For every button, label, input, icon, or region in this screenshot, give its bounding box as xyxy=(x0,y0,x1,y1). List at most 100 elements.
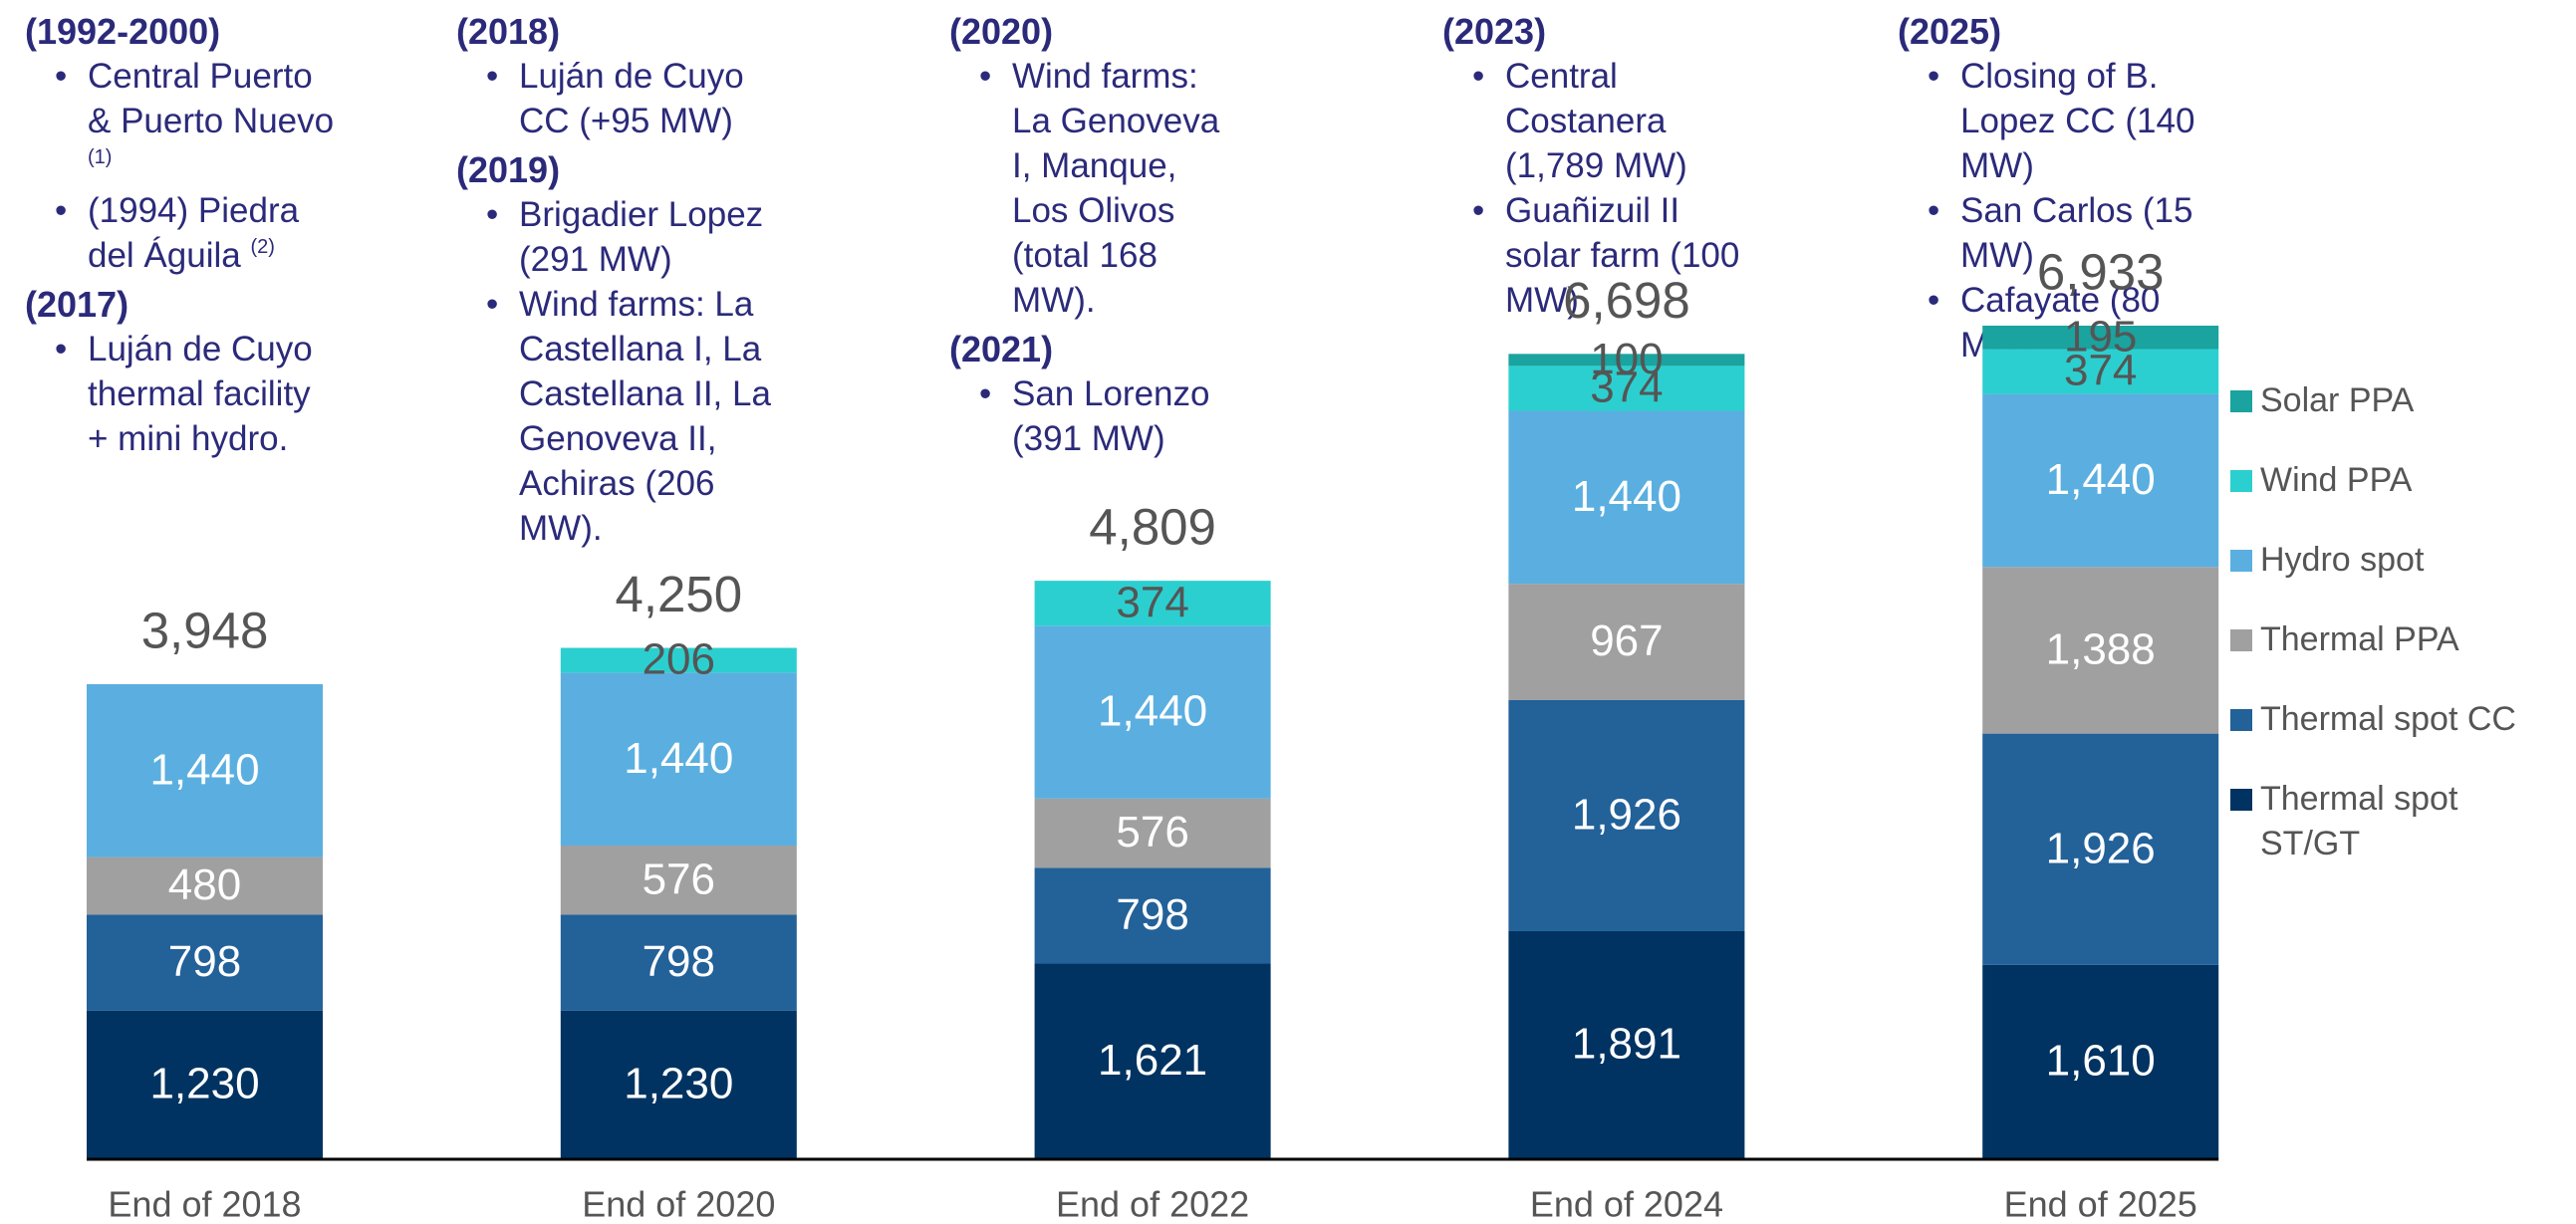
segment-label: 1,230 xyxy=(624,1059,733,1107)
segment-label: 1,230 xyxy=(149,1059,259,1107)
bar-segment xyxy=(1508,354,1745,367)
legend-entry: Thermal PPA xyxy=(2230,617,2544,662)
annotation-text: Brigadier Lopez (291 MW) xyxy=(519,195,764,279)
segment-label: 1,440 xyxy=(2046,455,2156,504)
legend-swatch xyxy=(2230,390,2252,412)
annotation-item: Closing of B. Lopez CC (140 MW) xyxy=(1898,54,2226,188)
bar-segment xyxy=(560,1010,797,1158)
total-label: 6,933 xyxy=(2037,243,2165,300)
bar-segment xyxy=(1982,567,2219,734)
x-tick-label: End of 2025 xyxy=(2004,1184,2197,1224)
bar-segment xyxy=(87,914,323,1011)
x-tick-label: End of 2024 xyxy=(1530,1184,1723,1224)
annotation-text: Luján de Cuyo thermal facility + mini hy… xyxy=(88,330,313,458)
segment-label: 374 xyxy=(2064,347,2137,395)
bar-segment xyxy=(1508,930,1745,1158)
annotation-heading: (2018) xyxy=(456,11,561,52)
legend-label: Thermal PPA xyxy=(2260,620,2459,658)
bar-segment xyxy=(1508,410,1745,585)
annotation-item: Luján de Cuyo CC (+95 MW) xyxy=(456,54,795,143)
segment-label: 195 xyxy=(2064,312,2137,361)
legend: Solar PPA Wind PPA Hydro spot Thermal PPA Th… xyxy=(2230,378,2559,901)
footnote-ref: (2) xyxy=(250,236,275,258)
segment-label: 967 xyxy=(1590,616,1663,665)
legend-entry: Hydro spot xyxy=(2230,538,2544,583)
segment-label: 1,440 xyxy=(149,745,259,794)
legend-label: Hydro spot xyxy=(2260,541,2425,579)
bar-segment xyxy=(1982,733,2219,965)
segment-label: 798 xyxy=(643,937,715,986)
segment-label: 1,440 xyxy=(1572,472,1681,521)
annotation-heading: (1992-2000) xyxy=(25,11,221,52)
segment-label: 100 xyxy=(1590,335,1663,383)
annotation-column: (2023) Central Costanera (1,789 MW)Guañiz… xyxy=(1442,9,1741,323)
bar-segment xyxy=(560,647,797,673)
segment-label: 480 xyxy=(168,860,241,909)
annotation-text: Closing of B. Lopez CC (140 MW) xyxy=(1960,57,2195,185)
bar-segment xyxy=(1508,584,1745,700)
annotation-item: Guañizuil II solar farm (100 MW) xyxy=(1442,188,1741,323)
annotation-item: Brigadier Lopez (291 MW) xyxy=(456,192,795,282)
bar-segment xyxy=(1034,798,1271,868)
annotation-column: (2018) Luján de Cuyo CC (+95 MW) (2019) Bri… xyxy=(456,9,795,551)
bar-segment xyxy=(560,846,797,915)
bar-segment xyxy=(87,1010,323,1158)
segment-label: 1,926 xyxy=(2046,824,2156,872)
annotation-item: Wind farms: La Genoveva I, Manque, Los O… xyxy=(949,54,1238,323)
bar-segment xyxy=(1982,964,2219,1158)
segment-label: 374 xyxy=(1116,578,1188,626)
legend-swatch xyxy=(2230,709,2252,731)
legend-label: Thermal spot CC xyxy=(2260,700,2516,738)
annotation-column: (1992-2000)Central Puerto & Puerto Nuevo… xyxy=(25,9,337,461)
legend-entry: Wind PPA xyxy=(2230,458,2544,503)
annotation-item: San Carlos (15 MW) xyxy=(1898,188,2226,278)
segment-label: 798 xyxy=(1116,890,1188,939)
bar-segment xyxy=(1982,393,2219,568)
bar-segment xyxy=(1982,349,2219,394)
legend-label: Thermal spot ST/GT xyxy=(2260,780,2458,862)
annotation-heading: (2017) xyxy=(25,284,129,325)
legend-swatch xyxy=(2230,629,2252,651)
bar-segment xyxy=(1034,963,1271,1158)
segment-label: 1,891 xyxy=(1572,1020,1681,1069)
annotation-column: (2020) Wind farms: La Genoveva I, Manque,… xyxy=(949,9,1238,461)
legend-entry: Thermal spot CC xyxy=(2230,697,2544,742)
annotation-item: Central Puerto & Puerto Nuevo (1) xyxy=(25,54,337,188)
annotation-item: Central Costanera (1,789 MW) xyxy=(1442,54,1741,188)
annotation-item: Luján de Cuyo thermal facility + mini hy… xyxy=(25,327,337,461)
segment-label: 576 xyxy=(1116,808,1188,857)
footnote-ref: (1) xyxy=(88,146,113,168)
annotation-item: San Lorenzo (391 MW) xyxy=(949,371,1238,461)
x-tick-label: End of 2018 xyxy=(108,1184,301,1224)
legend-label: Solar PPA xyxy=(2260,381,2415,419)
annotation-item: (1994) Piedra del Águila (2) xyxy=(25,188,337,278)
segment-label: 1,926 xyxy=(1572,790,1681,839)
legend-entry: Solar PPA xyxy=(2230,378,2544,423)
segment-label: 206 xyxy=(643,635,715,684)
annotation-heading: (2023) xyxy=(1442,11,1547,52)
total-label: 6,698 xyxy=(1563,272,1690,329)
annotation-heading: (2025) xyxy=(1898,11,2002,52)
annotation-text: Wind farms: La Castellana I, La Castella… xyxy=(519,285,771,548)
segment-label: 374 xyxy=(1590,364,1663,412)
annotation-text: (1994) Piedra del Águila xyxy=(88,191,300,275)
annotation-text: Guañizuil II solar farm (100 MW) xyxy=(1505,191,1740,320)
bar-segment xyxy=(560,672,797,847)
segment-label: 1,610 xyxy=(2046,1037,2156,1086)
x-tick-label: End of 2022 xyxy=(1056,1184,1249,1224)
segment-label: 1,388 xyxy=(2046,625,2156,674)
x-tick-label: End of 2020 xyxy=(582,1184,775,1224)
bar-segment xyxy=(1508,699,1745,931)
segment-label: 576 xyxy=(643,855,715,903)
total-label: 3,948 xyxy=(141,602,269,658)
total-label: 4,250 xyxy=(615,566,742,622)
segment-label: 798 xyxy=(168,937,241,986)
bar-segment xyxy=(87,857,323,915)
segment-label: 1,440 xyxy=(624,734,733,783)
bar-segment xyxy=(560,914,797,1011)
legend-swatch xyxy=(2230,550,2252,572)
annotation-heading: (2020) xyxy=(949,11,1054,52)
annotation-text: Wind farms: La Genoveva I, Manque, Los O… xyxy=(1012,57,1220,320)
legend-swatch xyxy=(2230,470,2252,492)
